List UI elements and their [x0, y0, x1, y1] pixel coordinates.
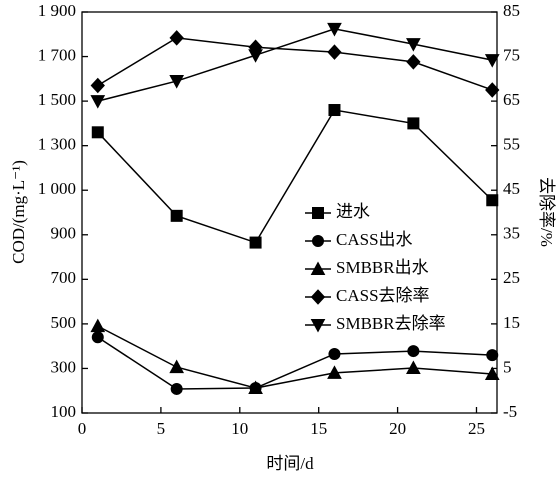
marker — [407, 117, 420, 130]
marker — [406, 38, 421, 52]
y2-tick-label: 15 — [503, 313, 520, 332]
marker — [328, 104, 341, 117]
marker — [485, 82, 500, 98]
y-tick-label: 500 — [51, 313, 77, 332]
y2-tick-label: -5 — [503, 402, 517, 421]
y2-tick-label: 75 — [503, 45, 520, 64]
marker — [486, 194, 499, 207]
y2-tick-label: 5 — [503, 357, 512, 376]
legend-label: 进水 — [336, 202, 370, 221]
marker — [327, 44, 342, 60]
y2-tick-label: 85 — [503, 1, 520, 20]
x-tick-label: 0 — [78, 419, 87, 438]
y-tick-label: 300 — [51, 357, 77, 376]
legend-label: SMBBR出水 — [336, 258, 429, 277]
marker — [327, 22, 342, 37]
marker — [484, 366, 500, 381]
marker — [310, 319, 326, 333]
y-tick-label: 1 000 — [38, 179, 76, 198]
y2-axis-title: 去除率/% — [537, 177, 556, 247]
x-tick-label: 5 — [157, 419, 166, 438]
legend-label: SMBBR去除率 — [336, 314, 446, 333]
y-tick-label: 1 500 — [38, 90, 76, 109]
y-tick-label: 1 300 — [38, 135, 76, 154]
marker — [312, 207, 324, 219]
marker — [248, 49, 263, 63]
marker — [90, 77, 105, 94]
marker — [312, 235, 324, 247]
marker — [248, 380, 263, 395]
series-line — [97, 28, 493, 102]
plot-frame — [81, 11, 498, 414]
x-tick-label: 10 — [231, 419, 248, 438]
series-line — [97, 325, 493, 389]
marker — [328, 347, 341, 360]
y2-tick-label: 25 — [503, 268, 520, 287]
marker — [170, 382, 183, 395]
x-tick-label: 20 — [389, 419, 406, 438]
y-tick-label: 700 — [51, 268, 77, 287]
marker — [249, 236, 262, 249]
marker — [169, 359, 185, 374]
y2-tick-label: 65 — [503, 90, 520, 109]
marker — [91, 126, 104, 139]
marker — [169, 30, 184, 46]
marker — [91, 331, 104, 344]
marker — [170, 209, 183, 222]
marker — [90, 318, 106, 333]
marker — [486, 349, 499, 362]
legend-label: CASS出水 — [336, 230, 413, 249]
marker — [406, 54, 421, 70]
y-tick-label: 1 900 — [38, 1, 76, 20]
y-tick-label: 900 — [51, 224, 77, 243]
y2-tick-label: 55 — [503, 135, 520, 154]
marker — [407, 345, 420, 358]
y2-tick-label: 45 — [503, 179, 520, 198]
marker — [406, 360, 421, 374]
series-line — [97, 37, 493, 91]
series-line — [97, 336, 493, 390]
marker — [310, 289, 326, 305]
x-tick-label: 15 — [310, 419, 327, 438]
x-axis-title: 时间/d — [266, 454, 314, 473]
x-tick-label: 25 — [468, 419, 485, 438]
legend-label: CASS去除率 — [336, 286, 430, 305]
marker — [90, 95, 106, 109]
marker — [327, 365, 342, 379]
y-tick-label: 100 — [51, 402, 77, 421]
y-tick-label: 1 700 — [38, 45, 76, 64]
marker — [310, 261, 326, 275]
marker — [169, 75, 185, 89]
marker — [484, 54, 500, 68]
y2-tick-label: 35 — [503, 224, 520, 243]
y-axis-title: COD/(mg·L⁻¹) — [9, 160, 28, 264]
series-line — [97, 109, 493, 244]
